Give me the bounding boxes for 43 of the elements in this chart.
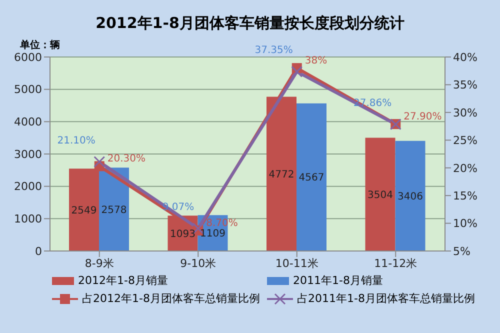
x-tick-label: 11-12米 <box>374 256 418 270</box>
legend-label: 占2012年1-8月团体客车总销量比例 <box>82 291 260 306</box>
data-label: 3504 <box>368 190 393 201</box>
y-tick-label: 4000 <box>14 116 42 129</box>
bar <box>365 138 396 251</box>
y2-tick-label: 15% <box>453 189 478 202</box>
y-tick-label: 0 <box>35 244 42 258</box>
data-label: 38% <box>304 56 328 67</box>
y-tick-label: 6000 <box>14 50 42 64</box>
data-label: 4772 <box>268 169 294 180</box>
data-label: 27.90% <box>404 112 442 123</box>
data-label: 4567 <box>298 172 324 184</box>
y2-tick-label: 10% <box>453 217 478 230</box>
y-tick-label: 3000 <box>14 148 42 161</box>
chart-title: 2012年1-8月团体客车销量按长度段划分统计 <box>94 14 406 33</box>
x-tick-label: 9-10米 <box>180 256 216 270</box>
data-label: 20.30% <box>107 154 146 165</box>
bar <box>296 103 326 251</box>
y-axis-title: 单位：辆 <box>20 38 60 52</box>
data-label: 2549 <box>71 205 97 216</box>
y2-tick-label: 30% <box>453 106 478 120</box>
data-label: 1109 <box>200 228 226 240</box>
point <box>94 156 106 168</box>
legend-label: 2012年1-8月销量 <box>78 273 168 288</box>
data-label: 1093 <box>170 228 196 240</box>
y-tick-label: 5000 <box>14 83 42 96</box>
legend-label: 2011年1-8月销量 <box>293 273 383 288</box>
point <box>291 66 303 78</box>
bar <box>395 140 426 251</box>
y2-tick-label: 25% <box>453 134 478 148</box>
data-label: 3406 <box>398 191 423 202</box>
x-tick-label: 10-11米 <box>275 256 318 270</box>
data-label: 37.35% <box>254 45 293 56</box>
y2-tick-label: 35% <box>453 78 478 92</box>
y-tick-label: 1000 <box>14 212 42 226</box>
data-label: 2578 <box>101 204 127 216</box>
x-tick-label: 8-9米 <box>84 256 114 270</box>
y2-tick-label: 40% <box>453 50 478 64</box>
legend-label: 占2011年1-8月团体客车总销量比例 <box>297 291 475 306</box>
y2-tick-label: 5% <box>453 244 470 258</box>
y-tick-label: 2000 <box>14 180 42 194</box>
data-label: 21.10% <box>57 135 96 146</box>
y2-tick-label: 20% <box>453 162 478 175</box>
